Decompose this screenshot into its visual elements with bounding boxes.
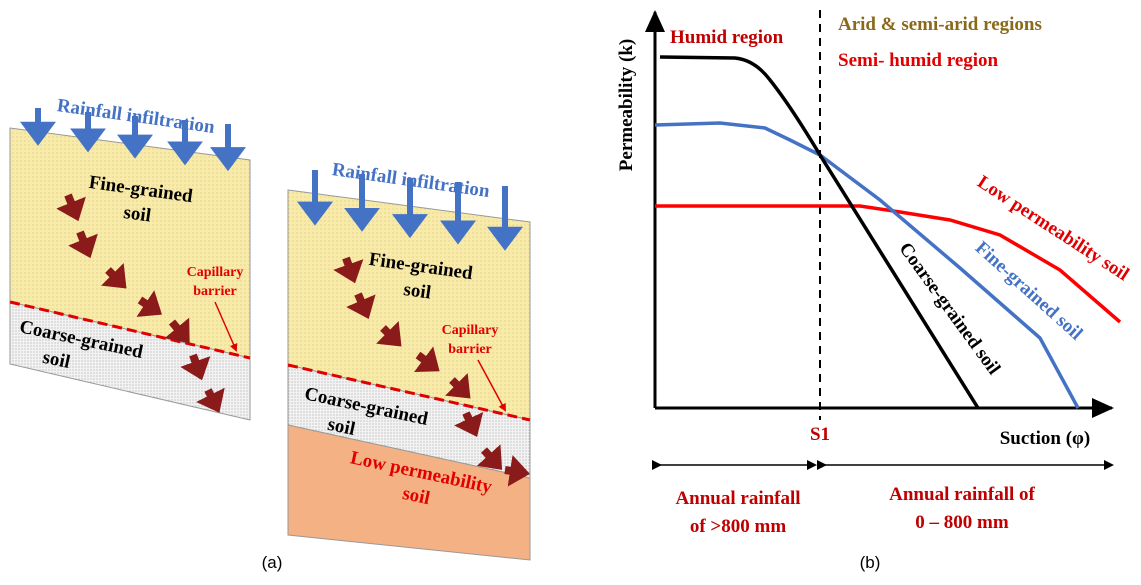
rainfall-label: Annual rainfall of >800 mm bbox=[675, 488, 800, 537]
line: Capillary bbox=[442, 323, 499, 338]
flow-arrow bbox=[466, 413, 472, 426]
line: 0 – 800 mm bbox=[915, 512, 1009, 533]
region-label: Arid & semi-arid regions bbox=[838, 14, 1042, 35]
line: Capillary bbox=[187, 265, 244, 280]
line: barrier bbox=[193, 284, 237, 299]
rainfall-label: Annual rainfall of 0 – 800 mm bbox=[889, 484, 1035, 533]
flow-arrow bbox=[193, 355, 198, 369]
line: of >800 mm bbox=[690, 516, 786, 537]
panel-a: Rainfall infiltration Fine-grainedsoil C… bbox=[10, 95, 530, 572]
caption: (a) bbox=[262, 553, 283, 572]
flow-arrow bbox=[346, 258, 351, 272]
line: Annual rainfall bbox=[675, 488, 800, 509]
figure: Rainfall infiltration Fine-grainedsoil C… bbox=[0, 0, 1141, 585]
axis-title: Permeability (k) bbox=[616, 39, 637, 171]
axis-title: Suction (φ) bbox=[1000, 428, 1091, 449]
line: soil bbox=[402, 279, 432, 304]
line: soil bbox=[122, 202, 152, 227]
flow-arrow bbox=[208, 390, 214, 402]
line: barrier bbox=[448, 342, 492, 357]
region-label: Semi- humid region bbox=[838, 50, 999, 71]
region-label: Humid region bbox=[670, 27, 784, 48]
threshold-label: S1 bbox=[810, 424, 830, 445]
flow-arrow bbox=[68, 195, 74, 210]
flow-arrow bbox=[505, 470, 518, 472]
flow-arrow bbox=[358, 294, 364, 308]
panel-b: Permeability (k) Suction (φ) S1 Humid re… bbox=[616, 10, 1133, 572]
line: Annual rainfall of bbox=[889, 484, 1035, 505]
flow-arrow bbox=[80, 232, 86, 247]
caption: (b) bbox=[860, 553, 881, 572]
